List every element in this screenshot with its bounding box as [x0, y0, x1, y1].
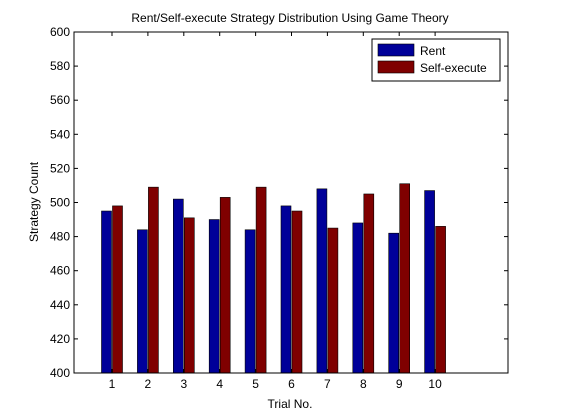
- y-tick-label-420: 420: [50, 332, 70, 346]
- x-axis-label: Trial No.: [268, 397, 313, 411]
- bar-self-execute-2: [148, 186, 159, 374]
- bar-rent-7: [316, 188, 328, 374]
- bar-self-execute-4: [219, 197, 231, 374]
- bar-self-execute-3: [184, 217, 195, 374]
- x-tick-label-6: 6: [288, 377, 295, 391]
- bar-rent-4: [208, 219, 220, 374]
- x-tick-label-10: 10: [428, 377, 442, 391]
- x-tick-label-3: 3: [180, 377, 187, 391]
- legend-label-rent: Rent: [420, 44, 446, 58]
- x-tick-label-5: 5: [252, 377, 259, 391]
- bar-rent-9: [388, 232, 400, 374]
- bar-rent-1: [101, 210, 112, 374]
- x-tick-label-2: 2: [145, 377, 152, 391]
- x-tick-label-1: 1: [109, 377, 116, 391]
- x-tick-label-9: 9: [396, 377, 403, 391]
- bar-self-execute-8: [363, 193, 375, 374]
- legend-swatch-rent: [377, 43, 415, 57]
- bar-rent-8: [352, 222, 364, 374]
- bar-self-execute-1: [112, 205, 123, 374]
- chart-title: Rent/Self-execute Strategy Distribution …: [131, 11, 448, 25]
- y-tick-label-540: 540: [50, 127, 70, 141]
- y-tick-label-400: 400: [50, 366, 70, 380]
- y-tick-label-580: 580: [50, 59, 70, 73]
- bar-self-execute-10: [435, 226, 446, 374]
- legend: Rent Self-execute: [371, 38, 501, 82]
- y-tick-label-480: 480: [50, 230, 70, 244]
- bar-rent-10: [424, 190, 435, 374]
- bar-rent-6: [280, 205, 292, 374]
- x-tick-label-7: 7: [324, 377, 331, 391]
- y-axis-label: Strategy Count: [27, 161, 41, 242]
- bar-rent-3: [173, 198, 184, 374]
- y-tick-label-440: 440: [50, 298, 70, 312]
- bar-self-execute-5: [255, 186, 267, 374]
- y-tick-label-600: 600: [50, 25, 70, 39]
- bar-self-execute-7: [327, 227, 339, 374]
- ticks-group: 400 420 440 460 480 500 520 540 560 580 600 1 2 3 4 5 6 7…: [50, 25, 508, 391]
- bar-rent-5: [244, 229, 256, 374]
- legend-swatch-self-execute: [377, 60, 415, 74]
- x-tick-label-4: 4: [216, 377, 223, 391]
- legend-label-self-execute: Self-execute: [420, 61, 487, 75]
- y-tick-label-520: 520: [50, 161, 70, 175]
- y-tick-label-500: 500: [50, 196, 70, 210]
- bar-rent-2: [137, 229, 148, 374]
- bar-self-execute-9: [399, 183, 411, 374]
- bar-self-execute-6: [291, 210, 303, 374]
- y-tick-label-560: 560: [50, 93, 70, 107]
- x-tick-label-8: 8: [360, 377, 367, 391]
- y-tick-label-460: 460: [50, 264, 70, 278]
